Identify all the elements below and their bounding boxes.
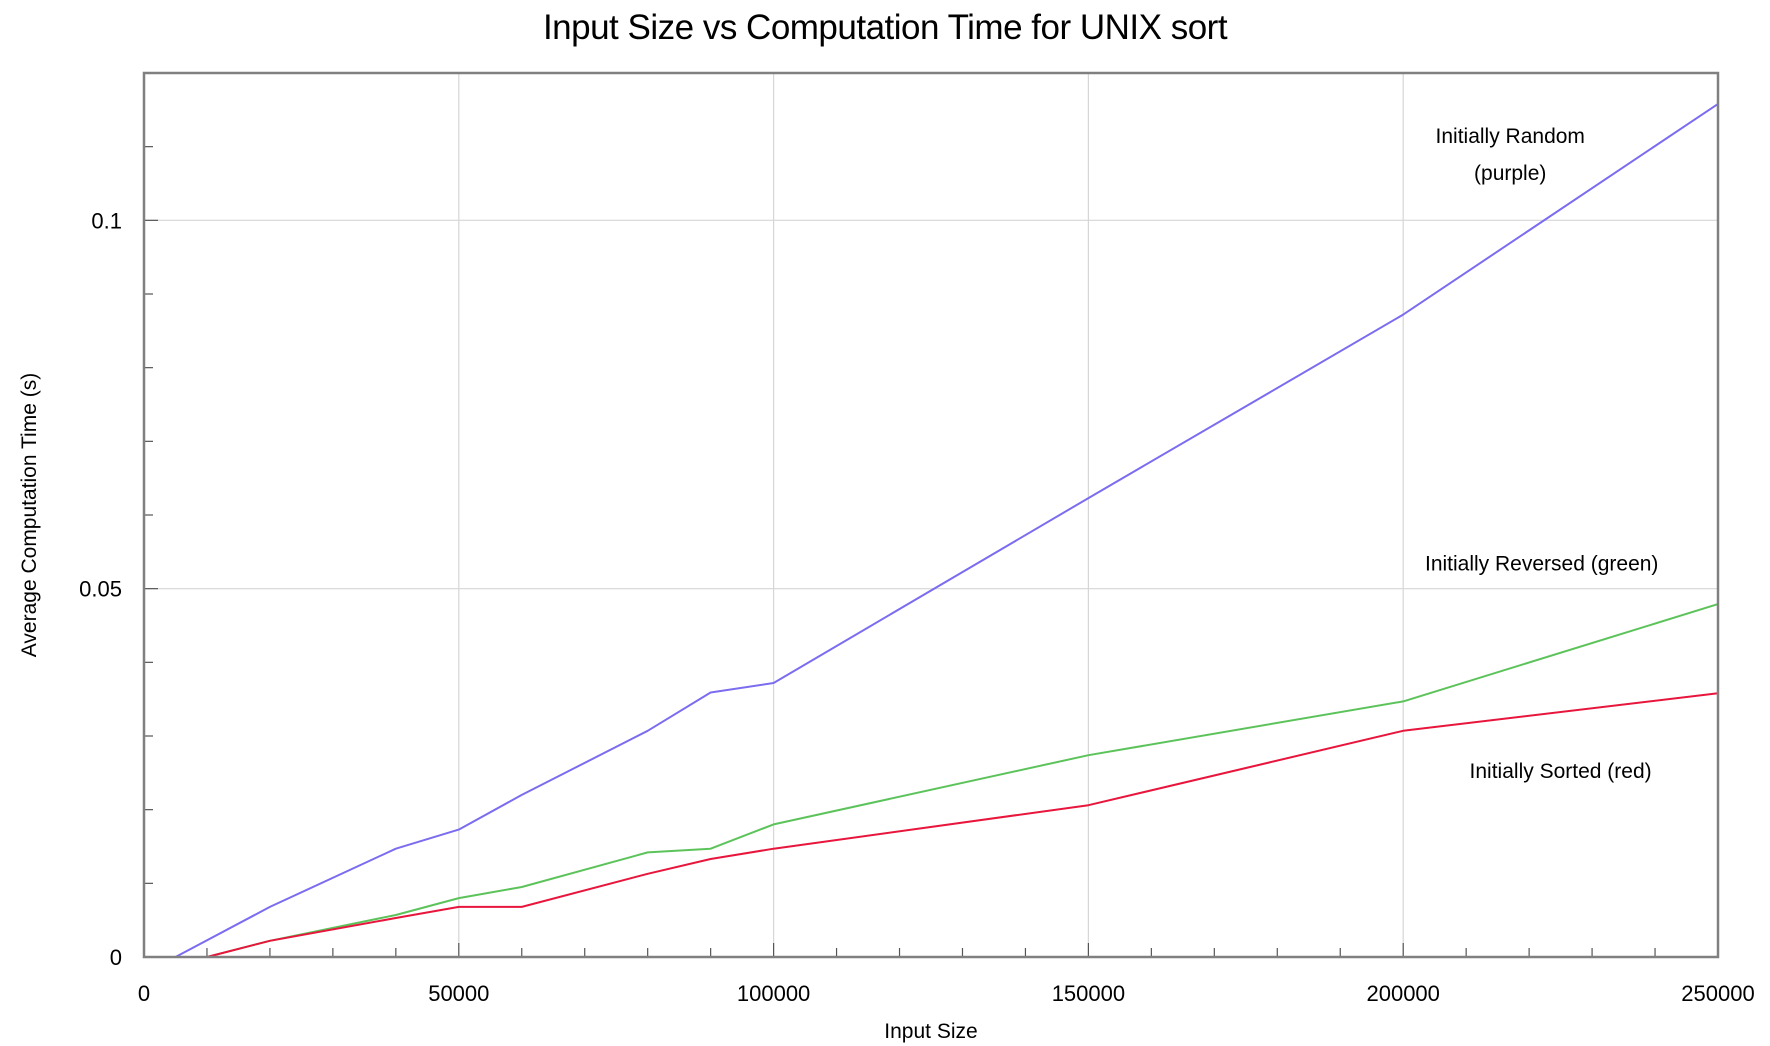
annotations: Initially Random (purple) Initially Revers…	[1425, 125, 1658, 783]
minor-ticks	[143, 72, 1719, 958]
y-tick-label: 0.05	[79, 577, 122, 602]
x-tick-label: 100000	[737, 981, 810, 1006]
series-lines	[175, 103, 1719, 958]
x-tick-label: 250000	[1681, 981, 1754, 1006]
x-tick-label: 50000	[428, 981, 489, 1006]
x-axis-title: Input Size	[884, 1020, 977, 1043]
series-line-1	[206, 603, 1719, 958]
tick-labels: 0 50000 100000 150000 200000 250000 0 0.05 0.1	[79, 208, 1755, 1006]
series-annotation: (purple)	[1474, 162, 1546, 185]
series-line-2	[206, 692, 1719, 958]
series-line-0	[175, 103, 1719, 958]
series-annotation: Initially Random	[1436, 125, 1585, 148]
x-tick-label: 0	[138, 981, 150, 1006]
y-tick-label: 0	[110, 945, 122, 970]
grid-lines	[144, 73, 1718, 957]
y-tick-label: 0.1	[91, 208, 122, 233]
y-axis-title: Average Computation Time (s)	[18, 373, 41, 657]
series-annotation: Initially Sorted (red)	[1470, 760, 1652, 783]
x-tick-label: 150000	[1052, 981, 1125, 1006]
series-annotation: Initially Reversed (green)	[1425, 552, 1658, 575]
plot-frame	[142, 71, 1720, 959]
chart-title: Input Size vs Computation Time for UNIX …	[542, 8, 1228, 47]
x-tick-label: 200000	[1366, 981, 1439, 1006]
